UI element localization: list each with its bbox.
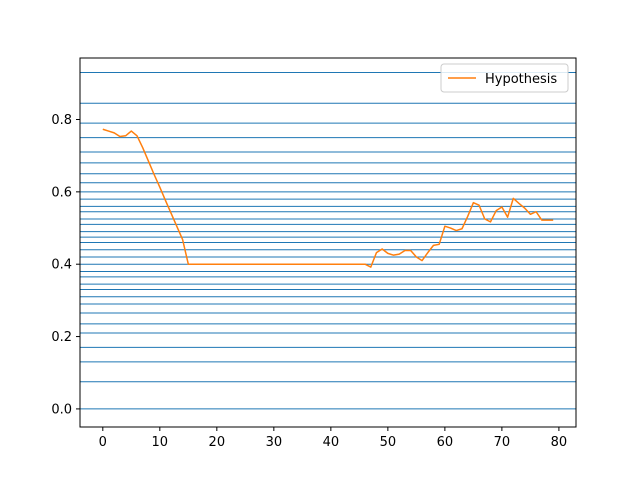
legend: Hypothesis xyxy=(440,63,569,93)
x-tick-label: 80 xyxy=(551,435,568,450)
x-tick-label: 20 xyxy=(209,435,226,450)
horizontal-lines xyxy=(80,71,576,410)
y-tick-label: 0.8 xyxy=(51,113,72,128)
legend-box xyxy=(440,63,569,93)
x-tick-label: 40 xyxy=(323,435,340,450)
x-tick-label: 10 xyxy=(152,435,169,450)
series-lines xyxy=(102,128,554,268)
y-tick-label: 0.2 xyxy=(51,330,72,345)
y-axis: 0.0 0.2 0.4 0.6 0.8 xyxy=(51,113,80,417)
plot-frame xyxy=(79,57,577,428)
y-tick-label: 0.4 xyxy=(51,258,72,273)
legend-label: Hypothesis xyxy=(485,72,557,87)
x-tick-label: 0 xyxy=(99,435,107,450)
y-tick-label: 0.0 xyxy=(51,402,72,417)
x-tick-label: 60 xyxy=(437,435,454,450)
y-tick-label: 0.6 xyxy=(51,185,72,200)
x-axis: 0 10 20 30 40 50 60 70 80 xyxy=(99,427,568,450)
x-tick-label: 50 xyxy=(380,435,397,450)
x-tick-label: 70 xyxy=(494,435,511,450)
x-tick-label: 30 xyxy=(266,435,283,450)
series-line-0 xyxy=(102,128,554,268)
